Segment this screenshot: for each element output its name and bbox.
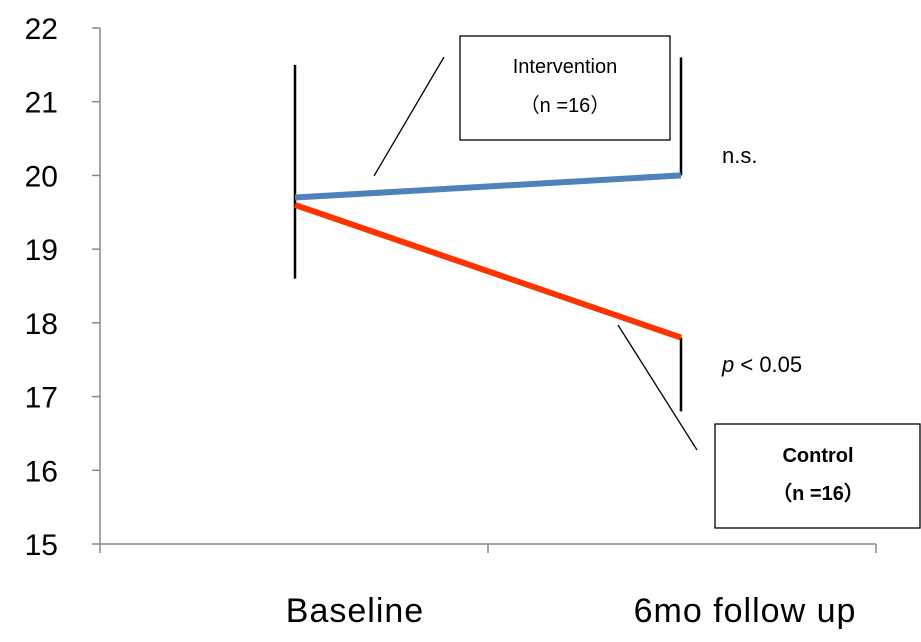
series-line-control: [294, 202, 682, 341]
intervention-callout-line: [373, 56, 445, 177]
intervention-legend-box: [459, 35, 671, 141]
error-bars: [293, 57, 683, 412]
x-category-labels: Baseline 6mo follow up: [286, 592, 857, 630]
control-legend-box: [714, 423, 921, 529]
x-category-label: Baseline: [286, 592, 424, 630]
y-tick-label: 18: [25, 308, 58, 341]
control-legend-label: Control: [782, 445, 853, 467]
y-tick-label: 20: [25, 160, 58, 193]
y-tick-label: 16: [25, 455, 58, 488]
y-tick-label: 22: [25, 13, 58, 46]
annotations: Intervention （n =16） Control （n =16） n.s…: [373, 35, 921, 529]
y-tick-label: 15: [25, 529, 58, 562]
ns-annotation: n.s.: [722, 143, 757, 168]
y-tick-labels: 15 16 17 18 19 20 21 22: [25, 13, 58, 562]
intervention-legend-label: Intervention: [513, 56, 618, 78]
y-tick-label: 17: [25, 382, 58, 415]
intervention-legend-n: （n =16）: [520, 94, 611, 117]
p-symbol: p: [721, 352, 734, 377]
control-legend-n: （n =16）: [772, 482, 864, 505]
y-tick-label: 19: [25, 234, 58, 267]
p-value-annotation: p < 0.05: [721, 352, 802, 377]
series-lines: [294, 172, 682, 341]
axes: [92, 27, 877, 553]
p-threshold: < 0.05: [734, 352, 802, 377]
x-category-label: 6mo follow up: [634, 592, 857, 630]
y-tick-label: 21: [25, 87, 58, 120]
control-callout-line: [617, 324, 698, 451]
series-line-intervention: [294, 172, 682, 201]
